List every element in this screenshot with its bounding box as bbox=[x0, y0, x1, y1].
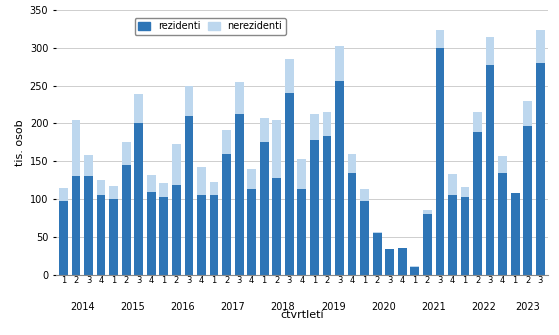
Bar bbox=[210, 195, 219, 275]
Bar bbox=[184, 86, 193, 116]
Bar bbox=[435, 48, 444, 275]
Bar bbox=[385, 249, 394, 275]
Bar bbox=[398, 248, 406, 275]
Text: 2020: 2020 bbox=[371, 303, 396, 313]
Bar bbox=[72, 177, 80, 275]
Bar bbox=[486, 65, 495, 275]
Bar bbox=[423, 214, 432, 275]
Bar bbox=[348, 174, 357, 275]
Bar bbox=[260, 118, 269, 142]
Text: 2021: 2021 bbox=[421, 303, 446, 313]
Bar bbox=[197, 195, 206, 275]
Bar bbox=[134, 94, 143, 123]
Bar bbox=[197, 166, 206, 195]
Bar bbox=[72, 120, 80, 177]
Bar bbox=[335, 81, 344, 275]
Bar bbox=[147, 192, 155, 275]
Bar bbox=[210, 182, 219, 195]
Y-axis label: tis. osob: tis. osob bbox=[16, 119, 26, 166]
Bar bbox=[461, 197, 470, 275]
Bar bbox=[335, 46, 344, 81]
Bar bbox=[235, 114, 244, 275]
Bar bbox=[109, 199, 118, 275]
Bar bbox=[247, 169, 256, 189]
Bar bbox=[97, 195, 106, 275]
Bar bbox=[410, 266, 419, 267]
Bar bbox=[285, 59, 293, 93]
Text: 2014: 2014 bbox=[70, 303, 94, 313]
Bar bbox=[59, 201, 68, 275]
Bar bbox=[410, 267, 419, 275]
Bar bbox=[59, 188, 68, 201]
Text: 2022: 2022 bbox=[471, 303, 496, 313]
Bar bbox=[523, 101, 532, 127]
Bar bbox=[498, 156, 507, 173]
Bar bbox=[498, 173, 507, 275]
Bar bbox=[122, 142, 131, 165]
Text: 2019: 2019 bbox=[321, 303, 345, 313]
Bar bbox=[134, 123, 143, 275]
Bar bbox=[297, 159, 306, 189]
Bar bbox=[473, 112, 482, 132]
Bar bbox=[172, 186, 181, 275]
Bar bbox=[159, 197, 168, 275]
Bar bbox=[373, 231, 382, 233]
Bar bbox=[310, 140, 319, 275]
Bar bbox=[172, 144, 181, 186]
Bar bbox=[486, 37, 495, 65]
Bar bbox=[222, 154, 231, 275]
Text: 2016: 2016 bbox=[170, 303, 195, 313]
X-axis label: čtvrtletí: čtvrtletí bbox=[280, 310, 324, 320]
Bar bbox=[84, 177, 93, 275]
Bar bbox=[536, 63, 544, 275]
Bar bbox=[435, 30, 444, 48]
Text: 2018: 2018 bbox=[271, 303, 295, 313]
Bar bbox=[448, 174, 457, 195]
Bar bbox=[423, 210, 432, 214]
Bar bbox=[448, 195, 457, 275]
Bar bbox=[122, 165, 131, 275]
Bar bbox=[461, 187, 470, 197]
Bar bbox=[536, 30, 544, 63]
Bar bbox=[147, 175, 155, 192]
Bar bbox=[360, 189, 369, 201]
Bar bbox=[323, 112, 331, 136]
Bar bbox=[159, 183, 168, 197]
Bar bbox=[360, 201, 369, 275]
Bar bbox=[184, 116, 193, 275]
Bar bbox=[84, 155, 93, 177]
Bar bbox=[97, 180, 106, 195]
Text: 2017: 2017 bbox=[220, 303, 245, 313]
Bar bbox=[473, 132, 482, 275]
Bar bbox=[247, 189, 256, 275]
Bar bbox=[272, 178, 281, 275]
Bar bbox=[222, 130, 231, 154]
Bar bbox=[235, 82, 244, 114]
Bar bbox=[523, 127, 532, 275]
Bar bbox=[348, 154, 357, 174]
Bar bbox=[285, 93, 293, 275]
Text: 2015: 2015 bbox=[120, 303, 145, 313]
Bar bbox=[260, 142, 269, 275]
Legend: rezidenti, nerezidenti: rezidenti, nerezidenti bbox=[135, 17, 286, 35]
Text: 2023: 2023 bbox=[515, 303, 540, 313]
Bar bbox=[373, 233, 382, 275]
Bar bbox=[297, 189, 306, 275]
Bar bbox=[310, 114, 319, 140]
Bar bbox=[109, 186, 118, 199]
Bar bbox=[323, 136, 331, 275]
Bar bbox=[511, 193, 519, 275]
Bar bbox=[272, 120, 281, 178]
